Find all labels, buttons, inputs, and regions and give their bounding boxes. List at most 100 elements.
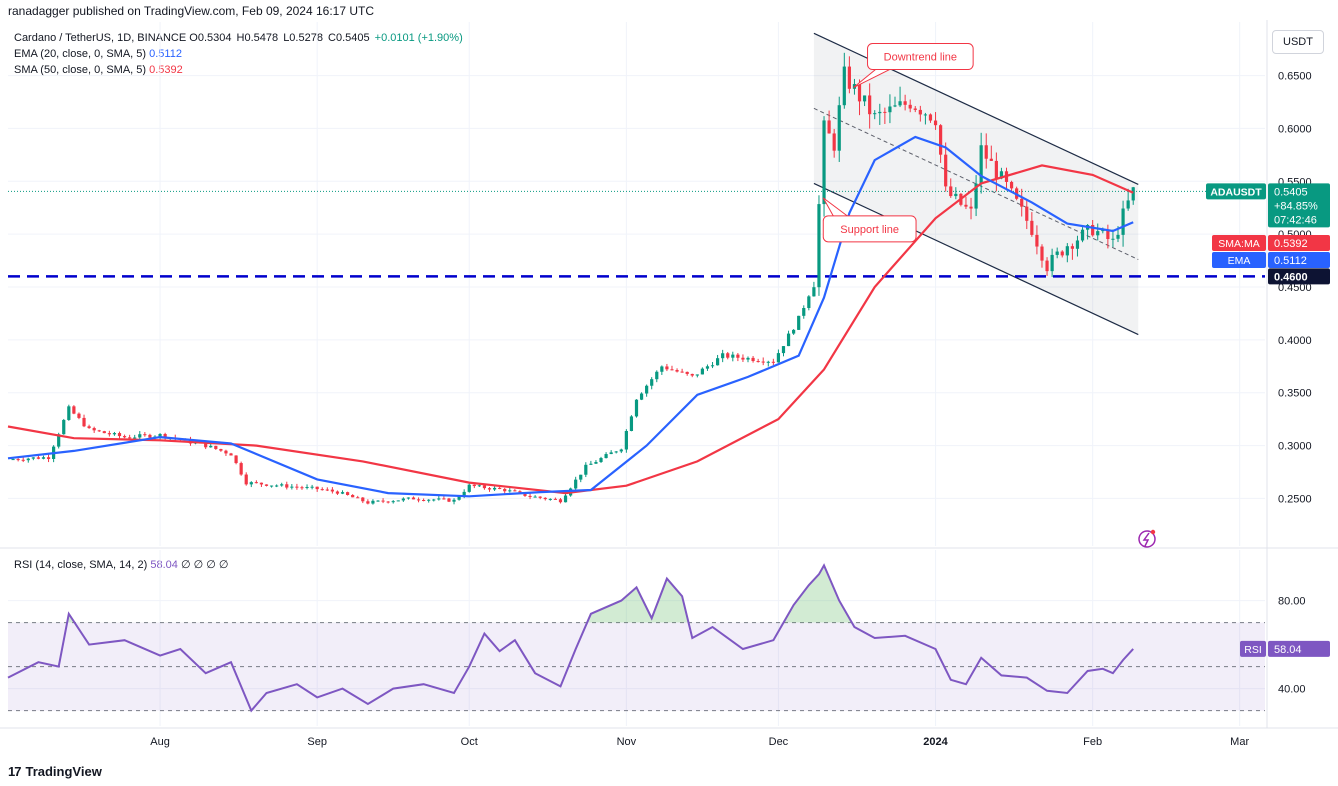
level-tag-value: 0.4600: [1274, 271, 1308, 283]
candle: [102, 431, 106, 434]
candle: [878, 111, 882, 114]
price-tick-label: 0.6500: [1278, 71, 1312, 83]
candle: [802, 308, 806, 316]
candle: [462, 491, 466, 497]
candle: [792, 329, 796, 334]
ema-legend-value: 0.5112: [149, 48, 182, 60]
candle: [756, 361, 760, 363]
candle: [624, 430, 628, 450]
candle: [254, 482, 258, 484]
candle: [847, 66, 851, 89]
candle: [984, 145, 988, 159]
candle: [574, 479, 578, 489]
rsi-tag-value-bg: [1268, 640, 1330, 657]
alert-flash-icon: [1138, 529, 1156, 548]
candle: [817, 204, 821, 288]
candle: [999, 171, 1004, 179]
candle: [776, 353, 781, 363]
candle: [594, 462, 598, 464]
candle: [457, 496, 461, 500]
candle: [974, 183, 978, 209]
candle: [386, 501, 390, 503]
candle: [584, 464, 588, 475]
support-callout: Support line: [822, 197, 917, 243]
candle: [589, 463, 593, 465]
candle: [979, 145, 983, 184]
rsi-tag-label: RSI: [1244, 644, 1262, 656]
candle: [77, 413, 81, 418]
price-tick-label: 0.6000: [1278, 123, 1312, 135]
symbol-label: Cardano / TetherUS, 1D, BINANCE: [14, 32, 187, 44]
open-value: O0.5304: [189, 32, 232, 44]
candle: [158, 433, 162, 437]
candle: [873, 113, 877, 115]
currency-button[interactable]: USDT: [1272, 30, 1324, 54]
candle: [239, 463, 243, 475]
candle: [508, 490, 512, 492]
sma-tag: SMA:MA 0.5392: [1212, 235, 1330, 251]
candle: [31, 457, 35, 459]
candle: [143, 434, 147, 436]
candle: [396, 500, 400, 502]
candle: [553, 498, 558, 500]
candle: [650, 379, 654, 386]
price-tag-countdown: 07:42:46: [1274, 214, 1317, 226]
candle: [685, 371, 689, 374]
time-tick-label: Dec: [769, 736, 789, 748]
candle: [275, 485, 279, 487]
candle: [528, 495, 532, 497]
candle: [503, 488, 507, 492]
candle: [295, 486, 299, 488]
candle: [467, 484, 471, 492]
candle: [112, 433, 117, 435]
rsi-tag-value: 58.04: [1274, 644, 1302, 656]
ema-tag-value-bg: [1268, 252, 1330, 268]
candle: [148, 434, 152, 438]
candle: [949, 186, 953, 197]
candle: [675, 370, 679, 372]
candle: [1096, 231, 1100, 236]
candle: [62, 419, 66, 435]
candle: [655, 371, 659, 380]
candle: [280, 484, 284, 486]
candle: [391, 501, 395, 503]
candle: [107, 433, 111, 435]
main-legend: Cardano / TetherUS, 1D, BINANCE O0.5304 …: [14, 30, 465, 46]
candle: [634, 399, 639, 417]
candle: [36, 457, 41, 459]
candle: [1040, 246, 1044, 261]
candle: [969, 206, 973, 209]
candle: [1091, 225, 1095, 236]
candle: [432, 499, 436, 501]
ema-tag-label-bg: [1212, 252, 1266, 268]
candle: [807, 296, 811, 309]
symbol-tag-label: ADAUSDT: [1210, 186, 1262, 198]
candle: [928, 114, 933, 121]
candle: [868, 95, 872, 115]
rsi-tag: RSI 58.04: [1240, 640, 1330, 657]
candle: [381, 500, 385, 502]
candle: [579, 474, 583, 480]
candle: [366, 501, 370, 504]
candle: [822, 120, 826, 205]
candle: [371, 500, 375, 504]
candle: [290, 486, 294, 488]
sma-tag-label: SMA:MA: [1218, 238, 1259, 250]
candle: [401, 498, 405, 501]
close-value: C0.5405: [328, 32, 370, 44]
footer-brand: TradingView: [25, 764, 102, 779]
candle: [518, 491, 522, 493]
candle: [918, 109, 922, 115]
high-value: H0.5478: [236, 32, 279, 44]
price-tick-label: 0.3500: [1278, 388, 1312, 400]
candle: [1131, 187, 1135, 201]
candle: [437, 498, 441, 500]
candle: [1070, 246, 1074, 249]
ema-tag-label: EMA: [1228, 255, 1251, 267]
candle: [923, 114, 928, 116]
candle: [1065, 246, 1069, 256]
candle: [994, 160, 998, 179]
candle: [1030, 220, 1034, 235]
candle: [204, 443, 208, 448]
price-tick-label: 0.4500: [1278, 282, 1312, 294]
